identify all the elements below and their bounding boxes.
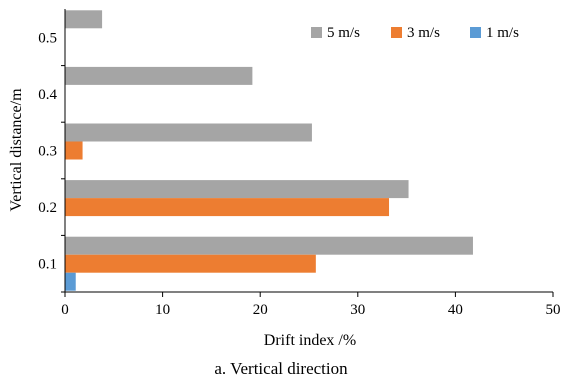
bar-5-m-s-0_5 bbox=[65, 10, 103, 29]
y-tick-label: 0.5 bbox=[38, 30, 57, 46]
legend-label: 3 m/s bbox=[407, 25, 440, 41]
figure-caption: a. Vertical direction bbox=[214, 359, 348, 378]
bar-3-m-s-0_2 bbox=[65, 198, 390, 217]
x-tick-label: 20 bbox=[253, 302, 268, 318]
legend-label: 1 m/s bbox=[486, 25, 519, 41]
bar-1-m-s-0_1 bbox=[65, 272, 76, 291]
bar-3-m-s-0_1 bbox=[65, 254, 316, 273]
x-tick-label: 30 bbox=[350, 302, 365, 318]
y-tick-label: 0.1 bbox=[38, 257, 57, 273]
bar-5-m-s-0_1 bbox=[65, 236, 473, 255]
bar-5-m-s-0_4 bbox=[65, 66, 253, 85]
bar-5-m-s-0_2 bbox=[65, 180, 409, 199]
y-axis-title: Vertical distance/m bbox=[8, 88, 25, 212]
y-tick-label: 0.3 bbox=[38, 144, 57, 160]
y-tick-label: 0.4 bbox=[38, 87, 57, 103]
y-tick-label: 0.2 bbox=[38, 200, 57, 216]
legend-swatch bbox=[391, 27, 402, 38]
legend-label: 5 m/s bbox=[327, 25, 360, 41]
x-tick-label: 0 bbox=[61, 302, 69, 318]
bar-5-m-s-0_3 bbox=[65, 123, 312, 142]
x-tick-label: 50 bbox=[546, 302, 561, 318]
bar-3-m-s-0_3 bbox=[65, 141, 83, 160]
x-tick-label: 10 bbox=[155, 302, 170, 318]
x-tick-label: 40 bbox=[448, 302, 463, 318]
legend-swatch bbox=[470, 27, 481, 38]
legend-swatch bbox=[311, 27, 322, 38]
x-axis-title: Drift index /% bbox=[264, 332, 356, 349]
